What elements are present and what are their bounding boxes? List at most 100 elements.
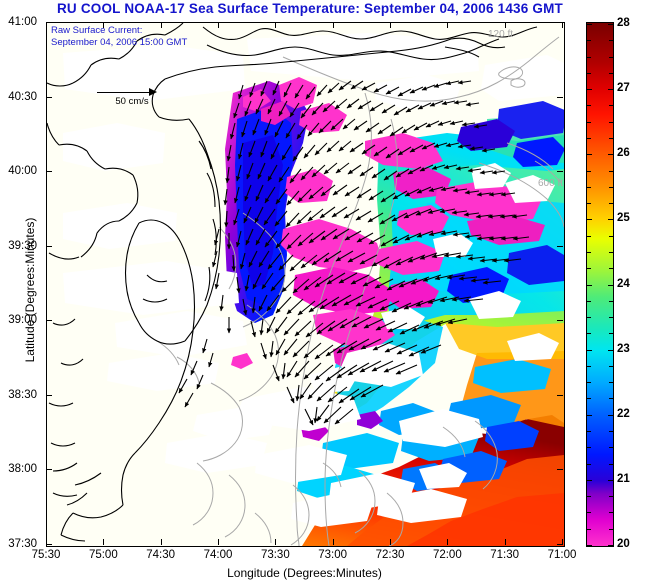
colorbar-minor-tick bbox=[587, 268, 591, 270]
velocity-scale-label: 50 cm/s bbox=[115, 96, 149, 107]
colorbar-tick bbox=[608, 219, 613, 221]
y-tick-right bbox=[557, 245, 563, 247]
colorbar-tick bbox=[587, 545, 592, 546]
x-tick-label: 73:30 bbox=[260, 549, 290, 561]
temperature-colorbar[interactable] bbox=[586, 22, 614, 547]
x-tick bbox=[160, 539, 162, 545]
colorbar-minor-tick bbox=[587, 40, 591, 42]
colorbar-minor-tick bbox=[609, 251, 613, 253]
colorbar-minor-tick bbox=[587, 365, 591, 367]
colorbar-minor-tick bbox=[609, 56, 613, 58]
current-annotation: Raw Surface Current: September 04, 2006 … bbox=[51, 25, 187, 48]
colorbar-tick bbox=[587, 89, 592, 91]
x-tick bbox=[504, 539, 506, 545]
colorbar-minor-tick bbox=[609, 398, 613, 400]
colorbar-minor-tick bbox=[609, 528, 613, 530]
colorbar-minor-tick bbox=[587, 170, 591, 172]
coastline-layer bbox=[47, 23, 538, 542]
x-tick bbox=[218, 539, 219, 545]
colorbar-minor-tick bbox=[587, 56, 591, 58]
y-tick-right bbox=[557, 469, 563, 471]
colorbar-tick-label: 24 bbox=[617, 277, 630, 290]
x-tick-label: 75:00 bbox=[88, 549, 118, 561]
y-tick-label: 40:30 bbox=[8, 90, 37, 103]
x-axis-title: Longitude (Degrees:Minutes) bbox=[227, 566, 382, 580]
colorbar-tick-label: 26 bbox=[617, 147, 630, 160]
x-tick-label: 74:30 bbox=[146, 549, 176, 561]
annotation-line-1: Raw Surface Current: bbox=[51, 25, 143, 36]
colorbar-tick bbox=[587, 219, 592, 221]
colorbar-minor-tick bbox=[587, 235, 591, 237]
x-tick-label: 75:30 bbox=[31, 549, 61, 561]
y-tick bbox=[46, 96, 52, 98]
colorbar-tick bbox=[587, 24, 592, 25]
colorbar-tick bbox=[608, 24, 613, 25]
y-tick-right bbox=[557, 171, 563, 173]
y-tick-label: 39:30 bbox=[8, 239, 37, 252]
colorbar-minor-tick bbox=[587, 300, 591, 302]
colorbar-tick bbox=[587, 349, 592, 351]
x-tick bbox=[332, 539, 334, 545]
y-tick-label: 41:00 bbox=[8, 16, 37, 28]
velocity-scale-arrow-shaft bbox=[97, 92, 153, 94]
velocity-scale-arrow-head bbox=[149, 88, 157, 96]
y-tick-label: 37:30 bbox=[8, 538, 37, 550]
colorbar-tick-label: 25 bbox=[617, 212, 630, 225]
colorbar-minor-tick bbox=[587, 512, 591, 514]
colorbar-minor-tick bbox=[609, 447, 613, 449]
bathymetry-contours bbox=[156, 36, 564, 546]
y-tick-label: 38:30 bbox=[8, 388, 37, 401]
colorbar-minor-tick bbox=[587, 528, 591, 530]
map-svg bbox=[47, 23, 564, 546]
map-canvas bbox=[47, 23, 564, 546]
colorbar-tick bbox=[608, 284, 613, 286]
colorbar-tick-label: 27 bbox=[617, 82, 630, 95]
x-tick-label: 72:30 bbox=[375, 549, 405, 561]
y-tick-right bbox=[557, 96, 563, 98]
colorbar-minor-tick bbox=[609, 431, 613, 433]
x-tick-label: 71:30 bbox=[490, 549, 520, 561]
colorbar-tick-label: 28 bbox=[617, 17, 630, 29]
colorbar-minor-tick bbox=[587, 72, 591, 74]
x-tick-top bbox=[447, 22, 449, 28]
annotation-line-2: September 04, 2006 15:00 GMT bbox=[51, 36, 188, 48]
colorbar-minor-tick bbox=[587, 496, 591, 498]
y-tick bbox=[46, 544, 52, 545]
x-tick-label: 71:00 bbox=[547, 549, 577, 561]
colorbar-tick bbox=[587, 154, 592, 156]
y-axis-title: Latitude (Degrees:Minutes) bbox=[23, 217, 37, 363]
colorbar-minor-tick bbox=[609, 235, 613, 237]
colorbar-tick bbox=[587, 284, 592, 286]
colorbar-tick bbox=[608, 349, 613, 351]
y-tick-label: 38:00 bbox=[8, 463, 37, 476]
x-tick-label: 72:00 bbox=[432, 549, 462, 561]
x-tick bbox=[103, 539, 105, 545]
colorbar-tick bbox=[608, 89, 613, 91]
x-tick bbox=[562, 539, 563, 545]
y-tick bbox=[46, 320, 52, 322]
contour-label-120ft: 120 ft bbox=[488, 29, 514, 40]
colorbar-minor-tick bbox=[587, 398, 591, 400]
cloud-mask bbox=[63, 33, 564, 527]
colorbar-minor-tick bbox=[609, 137, 613, 139]
y-tick bbox=[46, 171, 52, 173]
colorbar-minor-tick bbox=[587, 317, 591, 319]
x-tick-top bbox=[103, 22, 105, 28]
x-tick-top bbox=[46, 22, 47, 28]
colorbar-minor-tick bbox=[609, 105, 613, 107]
colorbar-minor-tick bbox=[587, 382, 591, 384]
x-tick bbox=[390, 539, 391, 545]
colorbar-minor-tick bbox=[587, 121, 591, 123]
colorbar-minor-tick bbox=[587, 105, 591, 107]
sst-map-plot[interactable]: Raw Surface Current: September 04, 2006 … bbox=[46, 22, 565, 547]
colorbar-minor-tick bbox=[609, 40, 613, 42]
x-tick-top bbox=[160, 22, 162, 28]
colorbar-tick-label: 22 bbox=[617, 407, 630, 420]
colorbar-minor-tick bbox=[587, 463, 591, 465]
colorbar-tick bbox=[608, 479, 613, 481]
x-tick-top bbox=[332, 22, 334, 28]
y-tick-right bbox=[557, 320, 563, 322]
velocity-scale-legend: 50 cm/s bbox=[89, 87, 175, 107]
y-tick-right bbox=[557, 544, 563, 545]
y-tick bbox=[46, 245, 52, 247]
